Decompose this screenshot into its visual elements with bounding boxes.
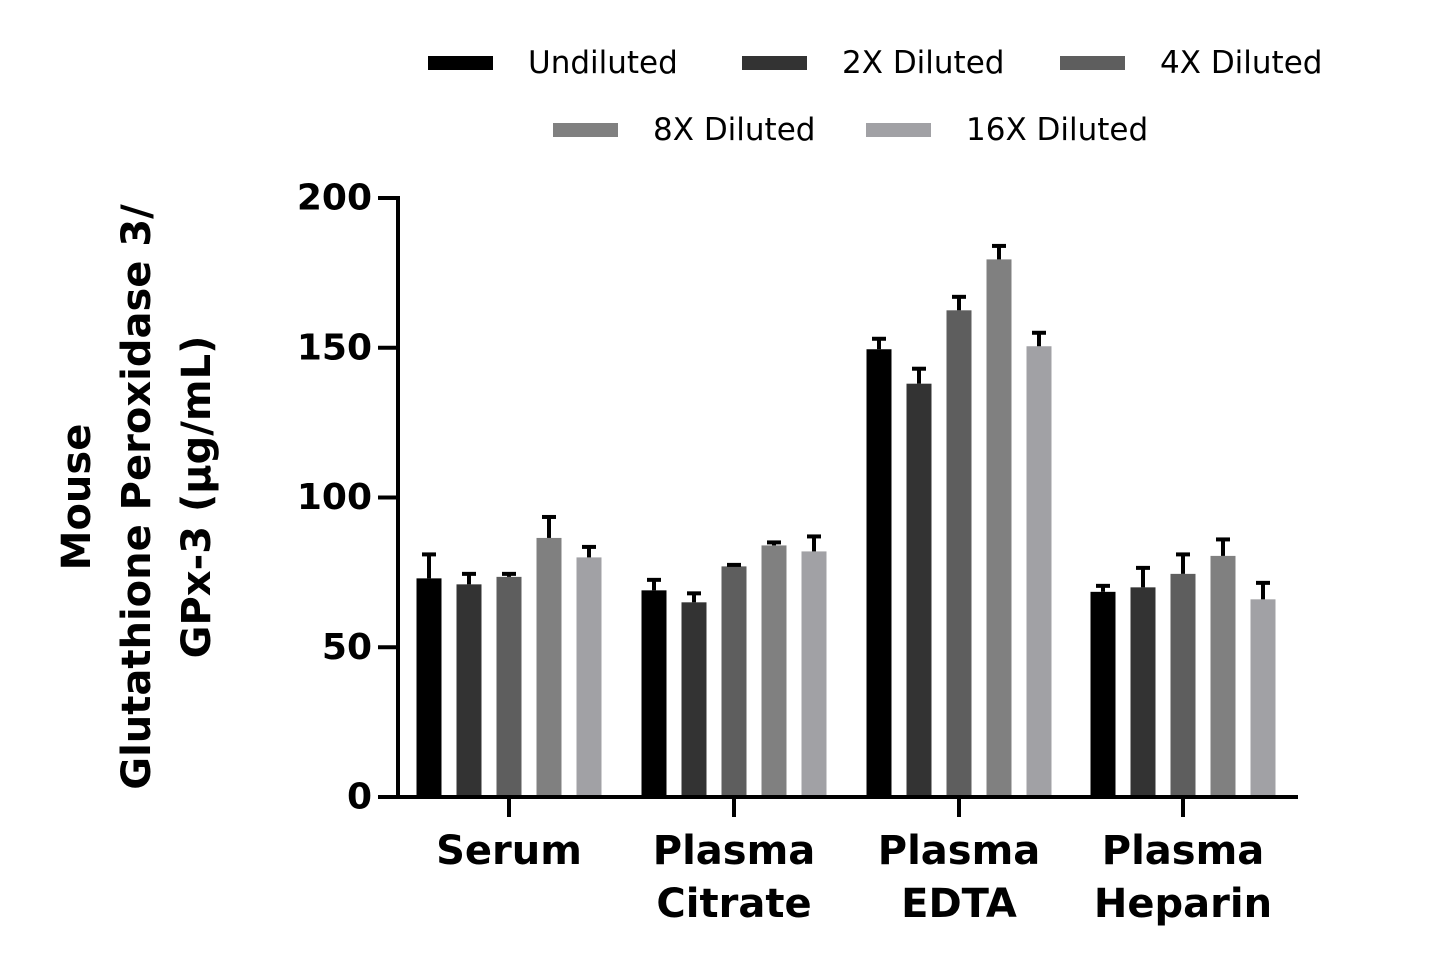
bar-series4-cat4 [1210, 555, 1236, 797]
bar-series5-cat4 [1250, 599, 1276, 797]
legend-label-2: 2X Diluted [842, 45, 1004, 81]
bar-series4-cat2 [761, 545, 787, 797]
x-category-label-2-line-1: Plasma [653, 828, 816, 874]
bar-series1-cat4 [1090, 591, 1116, 797]
error-bar-series4-cat2 [767, 540, 781, 546]
bar-series4-cat1 [536, 537, 562, 797]
bar-series3-cat4 [1170, 573, 1196, 797]
error-bar-series5-cat3 [1032, 330, 1046, 347]
y-axis-title-line-2: Glutathione Peroxidase 3/ [114, 204, 160, 790]
error-bar-series2-cat3 [912, 366, 926, 384]
y-axis-title: Mouse Glutathione Peroxidase 3/GPx-3 (µg/… [54, 204, 220, 790]
x-category-label-3-line-2: EDTA [901, 881, 1017, 927]
error-bar-series1-cat3 [872, 336, 886, 350]
y-tick-label-0: 0 [347, 777, 372, 818]
y-tick-label-150: 150 [297, 327, 372, 368]
bar-series5-cat3 [1026, 346, 1052, 797]
error-bar-series5-cat4 [1256, 580, 1270, 600]
error-bar-series3-cat3 [952, 294, 966, 311]
legend: Undiluted 2X Diluted 4X Diluted 8X Diluted 1… [428, 45, 1322, 148]
axes: 0 50 100 150 200 Serum Plasma Citrate Plasma EDTA… [297, 178, 1298, 927]
bar-series3-cat2 [721, 566, 747, 797]
bar-series2-cat2 [681, 602, 707, 797]
error-bar-series4-cat4 [1216, 537, 1230, 556]
x-category-label-4-line-1: Plasma [1102, 828, 1265, 874]
x-category-label-3-line-1: Plasma [878, 828, 1041, 874]
error-bar-series2-cat2 [687, 591, 701, 603]
y-tick-label-100: 100 [297, 477, 372, 518]
error-bar-series1-cat2 [647, 577, 661, 591]
bar-series5-cat1 [576, 557, 602, 797]
y-tick-label-50: 50 [322, 627, 372, 668]
error-bar-series3-cat1 [502, 571, 516, 577]
bar-series3-cat1 [496, 576, 522, 797]
legend-label-4: 8X Diluted [653, 112, 815, 148]
bar-series1-cat3 [866, 349, 892, 797]
error-bar-series5-cat2 [807, 534, 821, 552]
legend-swatch-4 [553, 123, 618, 137]
error-bar-series1-cat1 [422, 552, 436, 579]
bar-series2-cat3 [906, 383, 932, 797]
y-axis-title-line-3: GPx-3 (µg/mL) [174, 336, 220, 659]
bars [416, 243, 1276, 798]
x-category-label-2-line-2: Citrate [656, 881, 811, 927]
bar-series1-cat1 [416, 578, 442, 797]
bar-series4-cat3 [986, 259, 1012, 798]
legend-label-5: 16X Diluted [966, 112, 1148, 148]
legend-swatch-5 [866, 123, 931, 137]
bar-series2-cat1 [456, 584, 482, 797]
y-tick-label-200: 200 [297, 178, 372, 219]
error-bar-series4-cat3 [992, 243, 1006, 260]
legend-label-3: 4X Diluted [1160, 45, 1322, 81]
legend-label-1: Undiluted [528, 45, 678, 81]
error-bar-series2-cat4 [1136, 565, 1150, 588]
bar-series5-cat2 [801, 551, 827, 797]
error-bar-series4-cat1 [542, 514, 556, 538]
error-bar-series2-cat1 [462, 571, 476, 585]
legend-swatch-2 [742, 56, 807, 70]
error-bar-series1-cat4 [1096, 583, 1110, 592]
legend-swatch-1 [428, 56, 493, 70]
x-category-label-1-line-1: Serum [436, 828, 582, 874]
error-bar-series5-cat1 [582, 544, 596, 558]
bar-series3-cat3 [946, 310, 972, 797]
error-bar-series3-cat2 [727, 562, 741, 567]
bar-series1-cat2 [641, 590, 667, 797]
x-category-label-4-line-2: Heparin [1094, 881, 1272, 927]
error-bar-series3-cat4 [1176, 552, 1190, 574]
y-axis-title-line-1: Mouse [54, 424, 100, 571]
bar-series2-cat4 [1130, 587, 1156, 797]
legend-swatch-3 [1060, 56, 1125, 70]
